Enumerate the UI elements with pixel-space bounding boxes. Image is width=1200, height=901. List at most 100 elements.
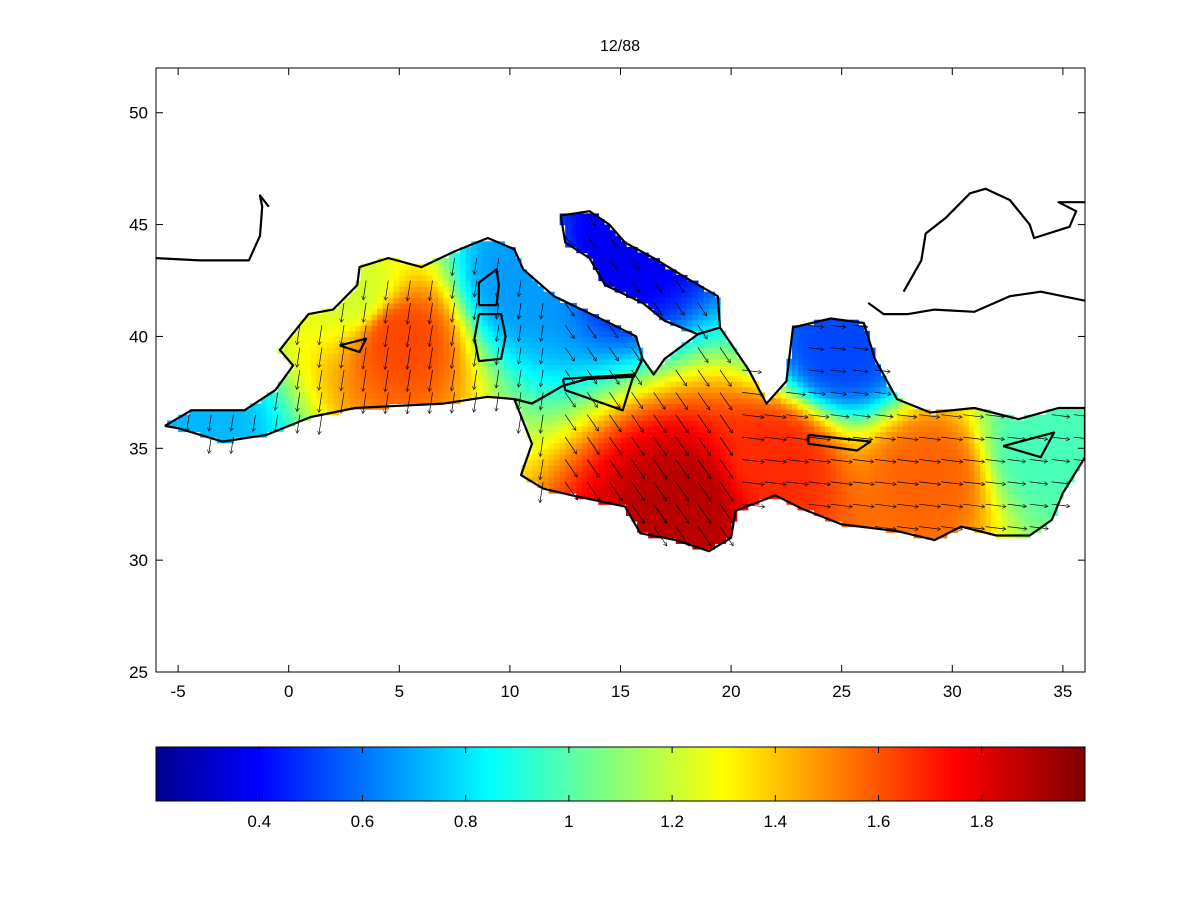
sea-cell bbox=[366, 370, 373, 377]
sea-cell bbox=[255, 403, 262, 410]
map-plot-area bbox=[156, 187, 1085, 553]
sea-cell bbox=[609, 397, 616, 405]
wind-arrow bbox=[1007, 526, 1027, 529]
sea-cell bbox=[791, 431, 799, 438]
sea-cell bbox=[979, 409, 987, 416]
sea-cell bbox=[581, 448, 588, 455]
sea-cell bbox=[913, 409, 920, 416]
sea-cell bbox=[692, 392, 699, 399]
sea-cell bbox=[498, 336, 505, 343]
sea-cell bbox=[642, 465, 649, 472]
sea-cell bbox=[681, 386, 688, 393]
sea-cell bbox=[592, 465, 599, 472]
sea-cell bbox=[725, 397, 732, 405]
sea-cell bbox=[603, 459, 611, 466]
wind-arrow bbox=[407, 347, 411, 370]
sea-cell bbox=[681, 425, 688, 433]
sea-cell bbox=[620, 280, 627, 287]
sea-cell bbox=[581, 364, 588, 371]
sea-cell bbox=[366, 353, 373, 360]
sea-cell bbox=[753, 397, 760, 405]
sea-cell bbox=[211, 420, 218, 427]
sea-cell bbox=[891, 509, 898, 516]
sea-cell bbox=[548, 459, 555, 466]
sea-cell bbox=[814, 437, 821, 444]
sea-cell bbox=[714, 532, 721, 539]
sea-cell bbox=[880, 459, 887, 466]
sea-cell bbox=[692, 509, 699, 516]
sea-cell bbox=[415, 269, 423, 276]
sea-cell bbox=[355, 314, 362, 321]
sea-cell bbox=[858, 409, 865, 416]
sea-cell bbox=[708, 459, 716, 466]
sea-cell bbox=[415, 308, 423, 315]
sea-cell bbox=[1035, 442, 1042, 449]
sea-cell bbox=[498, 386, 505, 393]
sea-cell bbox=[432, 392, 439, 399]
sea-cell bbox=[847, 336, 854, 343]
sea-cell bbox=[449, 297, 456, 304]
sea-cell bbox=[869, 358, 876, 365]
sea-cell bbox=[1035, 414, 1042, 421]
sea-cell bbox=[554, 459, 561, 466]
sea-cell bbox=[1035, 521, 1042, 528]
sea-cell bbox=[183, 414, 190, 421]
sea-cell bbox=[443, 330, 450, 338]
sea-cell bbox=[559, 370, 566, 377]
sea-cell bbox=[1024, 465, 1031, 472]
sea-cell bbox=[924, 448, 931, 455]
sea-cell bbox=[349, 375, 356, 382]
sea-cell bbox=[443, 302, 450, 310]
sea-cell bbox=[814, 459, 821, 466]
sea-cell bbox=[620, 420, 627, 427]
sea-cell bbox=[548, 325, 555, 332]
sea-cell bbox=[609, 241, 616, 248]
sea-cell bbox=[642, 392, 649, 399]
sea-cell bbox=[935, 521, 942, 528]
sea-cell bbox=[1035, 459, 1042, 466]
sea-cell bbox=[460, 336, 467, 343]
sea-cell bbox=[847, 381, 854, 388]
sea-cell bbox=[963, 470, 970, 477]
sea-cell bbox=[664, 470, 671, 477]
sea-cell bbox=[620, 274, 627, 282]
sea-cell bbox=[681, 442, 688, 449]
sea-cell bbox=[836, 342, 843, 349]
sea-cell bbox=[598, 235, 605, 242]
wind-arrow bbox=[852, 348, 868, 350]
sea-cell bbox=[526, 403, 533, 410]
sea-cell bbox=[1046, 459, 1053, 466]
sea-cell bbox=[620, 442, 627, 449]
sea-cell bbox=[642, 459, 649, 466]
sea-cell bbox=[819, 493, 826, 500]
sea-cell bbox=[614, 476, 622, 483]
sea-cell bbox=[631, 342, 638, 349]
sea-cell bbox=[708, 543, 716, 550]
sea-cell bbox=[637, 498, 644, 505]
sea-cell bbox=[194, 425, 201, 433]
sea-cell bbox=[570, 336, 577, 343]
sea-cell bbox=[952, 493, 959, 500]
sea-cell bbox=[576, 397, 583, 405]
sea-cell bbox=[885, 425, 893, 433]
sea-cell bbox=[869, 498, 876, 505]
sea-cell bbox=[736, 425, 743, 433]
sea-cell bbox=[675, 314, 682, 321]
sea-cell bbox=[399, 381, 406, 388]
sea-cell bbox=[802, 353, 810, 360]
sea-cell bbox=[830, 381, 837, 388]
sea-cell bbox=[1040, 425, 1047, 433]
sea-cell bbox=[653, 437, 660, 444]
sea-cell bbox=[310, 342, 317, 349]
sea-cell bbox=[1062, 437, 1070, 444]
sea-cell bbox=[548, 425, 555, 433]
sea-cell bbox=[393, 358, 400, 365]
wind-arrow bbox=[764, 459, 786, 463]
sea-cell bbox=[686, 291, 693, 298]
sea-cell bbox=[714, 487, 721, 494]
sea-cell bbox=[565, 325, 572, 332]
sea-cell bbox=[509, 358, 517, 365]
sea-cell bbox=[349, 291, 356, 298]
sea-cell bbox=[200, 425, 207, 433]
sea-cell bbox=[681, 532, 688, 539]
